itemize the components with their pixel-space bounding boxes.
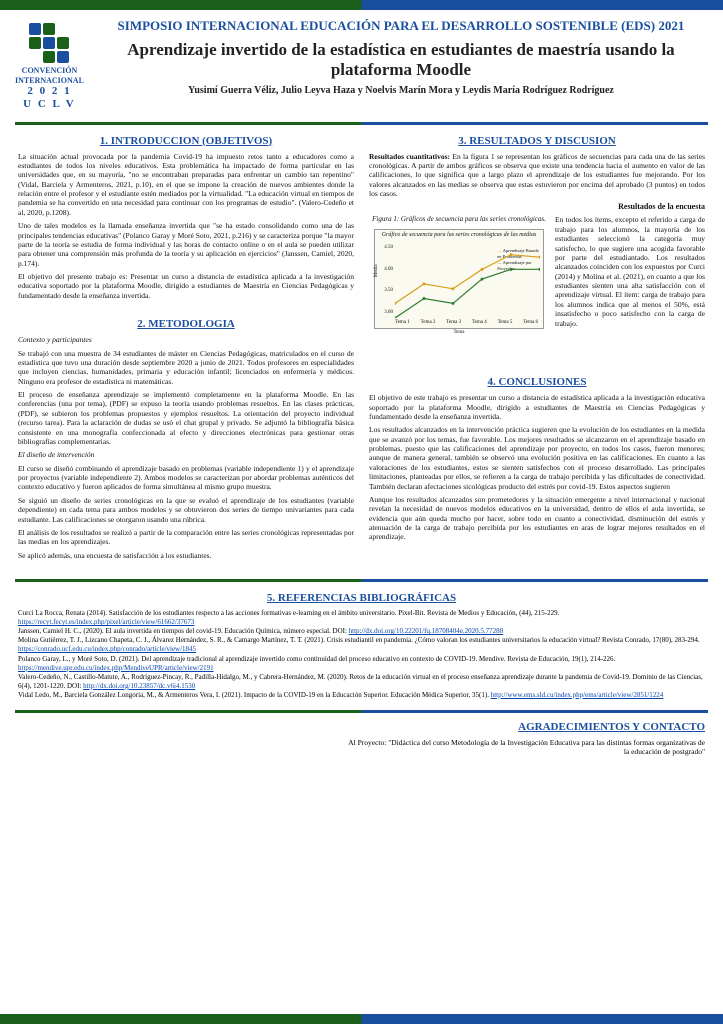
- section-thanks: AGRADECIMIENTOS Y CONTACTO Al Proyecto: …: [0, 718, 723, 759]
- ref-link-2[interactable]: http://dx.doi.org/10.22201/fq.18708404e.…: [349, 627, 503, 635]
- method-sub2: El diseño de intervención: [18, 450, 94, 459]
- logo-text-3: 2 0 2 1: [15, 85, 84, 98]
- concl-p1: El objetivo de este trabajo es presentar…: [369, 393, 705, 421]
- section-references: 5. REFERENCIAS BIBLIOGRÁFICAS Curci La R…: [0, 587, 723, 705]
- method-p5: El análisis de los resultados se realizó…: [18, 528, 354, 547]
- ref-link-5[interactable]: http://dx.doi.org/10.23857/dc.v6i4.1530: [83, 682, 195, 690]
- reference-6: Vidal Ledo, M., Barciela González Longor…: [18, 691, 705, 700]
- method-sub1: Contexto y participantes: [18, 335, 92, 344]
- figure-caption: Figura 1: Gráficos de secuencia para las…: [369, 215, 549, 224]
- poster-title: Aprendizaje invertido de la estadística …: [94, 40, 708, 81]
- reference-5: Valero-Cedeño, N., Castillo-Matute, A., …: [18, 673, 705, 691]
- reference-3: Molina Gutiérrez, T. J., Lizcano Chapeta…: [18, 636, 705, 654]
- intro-p2: Uno de tales modelos es la llamada enseñ…: [18, 221, 354, 268]
- conclusions-title: 4. CONCLUSIONES: [369, 376, 705, 388]
- section-results: 3. RESULTADOS Y DISCUSION Resultados cua…: [369, 135, 705, 365]
- chart-inner-title: Gráfico de secuencia para las series cro…: [375, 230, 543, 242]
- logo-text-4: U C L V: [15, 98, 84, 111]
- conference-name: SIMPOSIO INTERNACIONAL EDUCACIÓN PARA EL…: [94, 18, 708, 34]
- reference-1: Curci La Rocca, Renata (2014). Satisfacc…: [18, 609, 705, 627]
- method-title: 2. METODOLOGIA: [18, 318, 354, 330]
- sequence-chart: Gráfico de secuencia para las series cro…: [374, 229, 544, 359]
- method-p6: Se aplicó además, una encuesta de satisf…: [18, 551, 354, 560]
- content-divider: [15, 579, 708, 582]
- results-title: 3. RESULTADOS Y DISCUSION: [369, 135, 705, 147]
- section-method: 2. METODOLOGIA Contexto y participantes …: [18, 318, 354, 560]
- concl-p2: Los resultados alcanzados en la interven…: [369, 425, 705, 491]
- chart-xlabel: Tema: [375, 330, 543, 336]
- logo-text-1: CONVENCIÓN: [15, 66, 84, 76]
- method-p4: Se siguió un diseño de series cronológic…: [18, 496, 354, 524]
- method-p2: El proceso de enseñanza aprendizaje se i…: [18, 390, 354, 446]
- section-conclusions: 4. CONCLUSIONES El objetivo de este trab…: [369, 376, 705, 542]
- results-p2: En todos los ítems, excepto el referido …: [555, 215, 705, 328]
- convention-logo: CONVENCIÓN INTERNACIONAL 2 0 2 1 U C L V: [15, 23, 84, 112]
- reference-4: Polanco Garay, L., y Moré Soto, D. (2021…: [18, 655, 705, 673]
- references-title: 5. REFERENCIAS BIBLIOGRÁFICAS: [18, 592, 705, 604]
- chart-yticks: 4.504.003.503.00: [378, 245, 393, 316]
- column-right: 3. RESULTADOS Y DISCUSION Resultados cua…: [369, 135, 705, 565]
- thanks-text: Al Proyecto: "Didáctica del curso Metodo…: [18, 738, 705, 756]
- section-intro: 1. INTRODUCCION (OBJETIVOS) La situación…: [18, 135, 354, 301]
- intro-p3: El objetivo del presente trabajo es: Pre…: [18, 272, 354, 300]
- authors: Yusimí Guerra Véliz, Julio Leyva Haza y …: [94, 85, 708, 96]
- chart-xaxis: Tema 1Tema 2Tema 3Tema 4Tema 5Tema 6: [395, 320, 538, 326]
- results-p1: Resultados cuantitativos: En la figura 1…: [369, 152, 705, 199]
- main-content: 1. INTRODUCCION (OBJETIVOS) La situación…: [0, 125, 723, 575]
- bottom-accent-bar: [0, 1014, 723, 1024]
- method-p3: El curso se diseñó combinando el aprendi…: [18, 464, 354, 492]
- concl-p3: Aunque los resultados alcanzados son pro…: [369, 495, 705, 542]
- intro-p1: La situación actual provocada por la pan…: [18, 152, 354, 218]
- column-left: 1. INTRODUCCION (OBJETIVOS) La situación…: [18, 135, 354, 565]
- method-p1: Se trabajó con una muestra de 34 estudia…: [18, 349, 354, 387]
- ref-link-1[interactable]: https://recyt.fecyt.es/index.php/pixel/a…: [18, 618, 194, 626]
- refs-divider: [15, 710, 708, 713]
- survey-heading: Resultados de la encuesta: [369, 202, 705, 212]
- header: CONVENCIÓN INTERNACIONAL 2 0 2 1 U C L V…: [0, 10, 723, 122]
- reference-2: Janssen, Camiel H. C., (2020). El aula i…: [18, 627, 705, 636]
- ref-link-6[interactable]: http://www.ems.sld.cu/index.php/ems/arti…: [491, 691, 664, 699]
- top-accent-bar: [0, 0, 723, 10]
- logo-text-2: INTERNACIONAL: [15, 76, 84, 86]
- intro-title: 1. INTRODUCCION (OBJETIVOS): [18, 135, 354, 147]
- ref-link-3[interactable]: https://conrado.ucf.edu.cu/index.php/con…: [18, 645, 196, 653]
- ref-link-4[interactable]: https://mendive.upr.edu.cu/index.php/Men…: [18, 664, 214, 672]
- thanks-title: AGRADECIMIENTOS Y CONTACTO: [18, 721, 705, 733]
